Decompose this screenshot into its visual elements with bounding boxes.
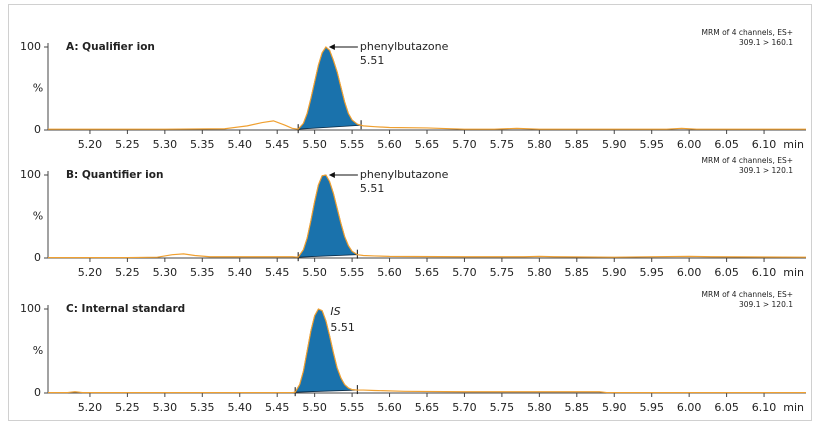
y-tick-label: 100	[20, 302, 41, 315]
trace	[48, 308, 806, 394]
x-tick-label: 6.00	[677, 401, 702, 414]
channel-info: 309.1 > 120.1	[739, 300, 793, 309]
trace	[48, 174, 807, 259]
x-tick-label: 5.20	[78, 266, 103, 279]
x-tick-label: 5.65	[415, 266, 440, 279]
compound-label: IS	[330, 305, 340, 318]
x-tick-label: 5.50	[302, 401, 327, 414]
x-tick-label: 5.85	[565, 266, 590, 279]
x-tick-label: 5.95	[639, 266, 664, 279]
x-tick-label: 5.45	[265, 401, 290, 414]
y-tick-label: 100	[20, 40, 41, 53]
x-tick-label: 5.25	[115, 138, 140, 151]
x-tick-label: 5.75	[490, 266, 515, 279]
x-tick-label: 6.10	[752, 138, 777, 151]
x-tick-label: 5.55	[340, 138, 365, 151]
x-tick-label: 6.10	[752, 266, 777, 279]
x-tick-label: 5.70	[452, 266, 477, 279]
retention-time: 5.51	[360, 54, 385, 67]
x-axis-label: min	[783, 266, 804, 279]
x-tick-label: 5.40	[227, 401, 252, 414]
panel-title: C: Internal standard	[66, 303, 185, 315]
x-axis-label: min	[783, 138, 804, 151]
trace	[48, 46, 806, 130]
x-tick-label: 5.25	[115, 266, 140, 279]
peak-area	[297, 46, 362, 130]
y-tick-label: 0	[34, 386, 41, 399]
x-tick-label: 5.80	[527, 266, 552, 279]
x-tick-label: 5.25	[115, 401, 140, 414]
compound-label: phenylbutazone	[360, 168, 449, 181]
x-tick-label: 5.75	[490, 401, 515, 414]
x-tick-label: 5.65	[415, 138, 440, 151]
panel-title: B: Quantifier ion	[66, 169, 163, 181]
x-tick-label: 5.75	[490, 138, 515, 151]
channel-info: MRM of 4 channels, ES+	[702, 28, 793, 37]
arrow-head	[328, 44, 335, 50]
x-tick-label: 5.80	[527, 401, 552, 414]
x-tick-label: 5.95	[639, 401, 664, 414]
x-tick-label: 5.40	[227, 138, 252, 151]
x-tick-label: 6.00	[677, 138, 702, 151]
channel-info: MRM of 4 channels, ES+	[702, 290, 793, 299]
x-tick-label: 5.90	[602, 138, 627, 151]
x-tick-label: 5.30	[153, 138, 178, 151]
compound-label: phenylbutazone	[360, 40, 449, 53]
y-axis-label: %	[33, 82, 43, 95]
x-tick-label: 5.80	[527, 138, 552, 151]
panel-title: A: Qualifier ion	[66, 41, 155, 53]
x-tick-label: 5.20	[78, 138, 103, 151]
x-tick-label: 5.85	[565, 401, 590, 414]
y-axis-label: %	[33, 344, 43, 357]
arrow-head	[328, 172, 335, 178]
x-tick-label: 5.20	[78, 401, 103, 414]
x-tick-label: 5.35	[190, 138, 215, 151]
x-tick-label: 5.30	[153, 266, 178, 279]
x-tick-label: 5.85	[565, 138, 590, 151]
x-tick-label: 5.60	[377, 401, 402, 414]
x-tick-label: 6.05	[714, 138, 739, 151]
y-tick-label: 0	[34, 251, 41, 264]
x-tick-label: 5.60	[377, 266, 402, 279]
x-tick-label: 5.60	[377, 138, 402, 151]
x-tick-label: 6.10	[752, 401, 777, 414]
y-axis-label: %	[33, 210, 43, 223]
x-tick-label: 5.90	[602, 266, 627, 279]
x-tick-label: 5.55	[340, 266, 365, 279]
x-tick-label: 5.35	[190, 266, 215, 279]
x-tick-label: 5.35	[190, 401, 215, 414]
x-tick-label: 5.70	[452, 401, 477, 414]
channel-info: 309.1 > 160.1	[739, 38, 793, 47]
x-tick-label: 5.45	[265, 266, 290, 279]
x-tick-label: 5.50	[302, 138, 327, 151]
x-tick-label: 6.00	[677, 266, 702, 279]
y-tick-label: 100	[20, 168, 41, 181]
x-tick-label: 5.95	[639, 138, 664, 151]
x-tick-label: 5.40	[227, 266, 252, 279]
frame	[8, 4, 812, 421]
x-tick-label: 5.90	[602, 401, 627, 414]
channel-info: 309.1 > 120.1	[739, 166, 793, 175]
x-tick-label: 5.30	[153, 401, 178, 414]
retention-time: 5.51	[330, 321, 355, 334]
retention-time: 5.51	[360, 182, 385, 195]
x-tick-label: 5.55	[340, 401, 365, 414]
x-tick-label: 5.65	[415, 401, 440, 414]
x-tick-label: 6.05	[714, 266, 739, 279]
channel-info: MRM of 4 channels, ES+	[702, 156, 793, 165]
x-tick-label: 5.50	[302, 266, 327, 279]
y-tick-label: 0	[34, 123, 41, 136]
x-tick-label: 5.45	[265, 138, 290, 151]
x-axis-label: min	[783, 401, 804, 414]
x-tick-label: 5.70	[452, 138, 477, 151]
x-tick-label: 6.05	[714, 401, 739, 414]
